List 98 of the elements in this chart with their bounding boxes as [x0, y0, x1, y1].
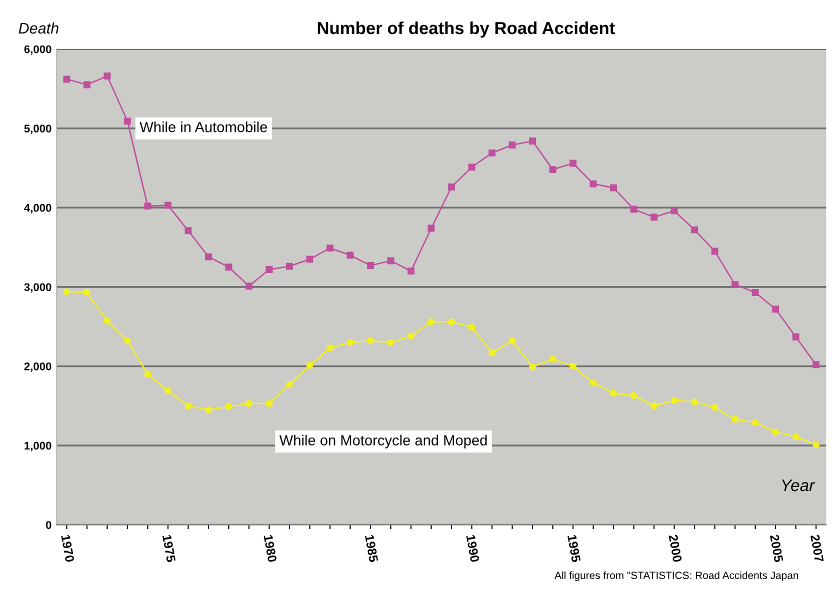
point	[164, 202, 172, 209]
point	[468, 164, 476, 171]
point	[205, 253, 212, 260]
point	[529, 138, 536, 145]
point	[711, 248, 718, 255]
point	[752, 289, 759, 296]
point	[610, 390, 617, 397]
y-axis-title: Death	[18, 22, 58, 34]
x-tick-label: 2000	[668, 534, 682, 562]
point	[792, 433, 800, 440]
point	[408, 332, 414, 340]
point	[246, 282, 252, 290]
point	[691, 226, 698, 234]
x-tick-label: 2007	[810, 534, 824, 562]
point	[691, 398, 698, 406]
point	[205, 406, 212, 414]
text: While on Motorcycle and Moped	[279, 434, 487, 448]
point	[529, 364, 536, 370]
point	[124, 337, 131, 344]
point	[549, 356, 556, 363]
y-tick-label: 1,000	[24, 442, 52, 452]
point	[326, 244, 334, 252]
point	[792, 333, 800, 340]
point	[225, 403, 232, 410]
point	[306, 256, 314, 263]
point	[670, 396, 678, 404]
y-tick-label: 6,000	[24, 45, 52, 55]
point	[184, 227, 192, 234]
point	[428, 318, 435, 326]
point	[670, 207, 678, 214]
point	[570, 160, 576, 167]
x-tick-label: 2005	[770, 534, 784, 562]
point	[286, 262, 293, 270]
point	[650, 402, 658, 410]
point	[812, 361, 820, 368]
x-tick-label: 1980	[264, 534, 277, 562]
point	[812, 441, 820, 448]
point	[650, 214, 658, 221]
point	[630, 392, 638, 400]
x-tick-label: 1975	[162, 534, 176, 562]
y-tick-label: 4,000	[24, 204, 52, 214]
point	[144, 202, 152, 210]
point	[144, 370, 152, 378]
point	[286, 380, 293, 388]
point	[83, 81, 90, 88]
point	[63, 288, 70, 296]
point	[104, 72, 111, 80]
point	[488, 149, 496, 156]
point	[752, 419, 759, 426]
point	[590, 180, 597, 188]
point	[124, 118, 131, 125]
point	[367, 262, 374, 269]
point	[367, 337, 374, 344]
point	[387, 257, 394, 264]
point	[266, 266, 273, 273]
x-tick-label: 1990	[466, 534, 480, 562]
point	[306, 362, 314, 369]
point	[610, 184, 617, 192]
point	[387, 338, 394, 346]
x-tick-label: 1985	[364, 534, 378, 562]
point	[549, 166, 556, 174]
point	[346, 252, 354, 259]
series-label: While in Automobile	[140, 122, 268, 132]
point	[266, 400, 273, 407]
y-tick-label: 3,000	[24, 283, 52, 293]
chart-title: Number of deaths by Road Accident	[318, 21, 615, 38]
point	[448, 318, 455, 326]
point	[164, 387, 172, 394]
point	[772, 306, 780, 313]
point	[732, 281, 739, 288]
point	[326, 344, 334, 352]
point	[448, 184, 455, 190]
point	[63, 76, 70, 83]
point	[83, 289, 90, 296]
point	[630, 206, 638, 213]
y-tick-label: 0	[46, 521, 52, 529]
point	[225, 264, 232, 271]
x-tick-label: 1970	[61, 534, 74, 562]
x-tick-label: 1995	[567, 534, 581, 562]
point	[508, 337, 516, 344]
y-tick-label: 2,000	[24, 362, 52, 372]
point	[590, 379, 597, 386]
point	[732, 416, 739, 423]
point	[711, 404, 718, 411]
point	[184, 402, 192, 410]
point	[408, 268, 414, 275]
point	[428, 224, 435, 232]
point	[488, 349, 496, 356]
point	[772, 428, 780, 436]
point	[508, 142, 516, 148]
point	[468, 324, 476, 331]
y-tick-label: 5,000	[24, 124, 52, 134]
point	[246, 400, 252, 407]
point	[104, 318, 111, 324]
text: All figures from "STATISTICS: Road Accidents Japan	[554, 571, 798, 582]
point	[570, 362, 576, 370]
point	[346, 338, 354, 346]
x-axis-title: Year	[782, 480, 816, 492]
